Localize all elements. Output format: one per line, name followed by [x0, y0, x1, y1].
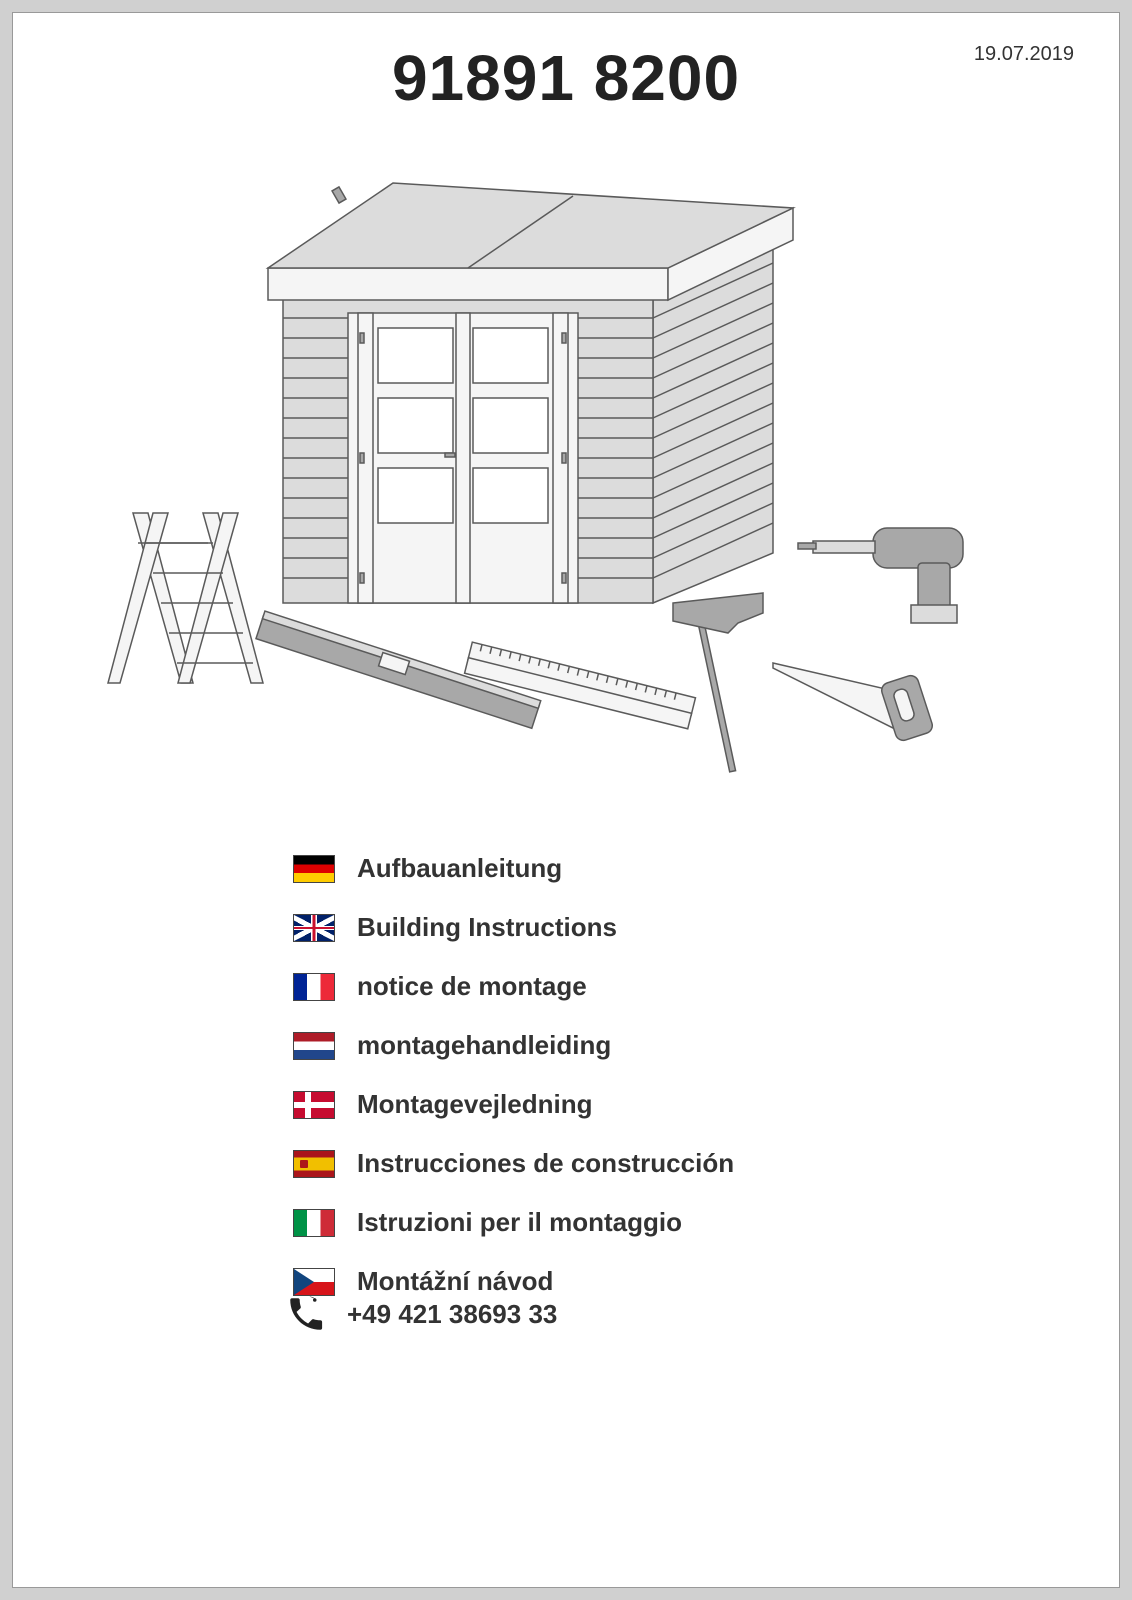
- lang-label: montagehandleiding: [357, 1030, 611, 1061]
- lang-label: Instrucciones de construcción: [357, 1148, 734, 1179]
- saw-icon: [773, 663, 934, 742]
- lang-row-es: Instrucciones de construcción: [293, 1148, 734, 1179]
- flag-uk-icon: [293, 914, 335, 942]
- flag-nl-icon: [293, 1032, 335, 1060]
- flag-cz-icon: [293, 1268, 335, 1296]
- shed-icon: [268, 183, 793, 603]
- phone-row: +49 421 38693 33: [285, 1293, 557, 1335]
- flag-es-icon: [293, 1150, 335, 1178]
- drill-icon: [798, 528, 963, 623]
- hammer-icon: [673, 593, 763, 772]
- flag-dk-icon: [293, 1091, 335, 1119]
- lang-label: Building Instructions: [357, 912, 617, 943]
- language-list: Aufbauanleitung Building Instructions no…: [293, 853, 734, 1325]
- lang-label: notice de montage: [357, 971, 587, 1002]
- flag-it-icon: [293, 1209, 335, 1237]
- product-number: 91891 8200: [13, 41, 1119, 115]
- flag-fr-icon: [293, 973, 335, 1001]
- lang-row-dk: Montagevejledning: [293, 1089, 734, 1120]
- lang-label: Istruzioni per il montaggio: [357, 1207, 682, 1238]
- phone-number: +49 421 38693 33: [347, 1299, 557, 1330]
- ladder-icon: [108, 513, 263, 683]
- flag-de-icon: [293, 855, 335, 883]
- lang-row-uk: Building Instructions: [293, 912, 734, 943]
- lang-row-de: Aufbauanleitung: [293, 853, 734, 884]
- lang-label: Aufbauanleitung: [357, 853, 562, 884]
- manual-cover-page: 19.07.2019 91891 8200 .ln { stroke:#5a5a…: [12, 12, 1120, 1588]
- lang-row-nl: montagehandleiding: [293, 1030, 734, 1061]
- phone-icon: [285, 1293, 327, 1335]
- lang-row-fr: notice de montage: [293, 971, 734, 1002]
- lang-label: Montagevejledning: [357, 1089, 592, 1120]
- cover-illustration: .ln { stroke:#5a5a5a; stroke-width:1.5; …: [73, 123, 1061, 773]
- lang-row-it: Istruzioni per il montaggio: [293, 1207, 734, 1238]
